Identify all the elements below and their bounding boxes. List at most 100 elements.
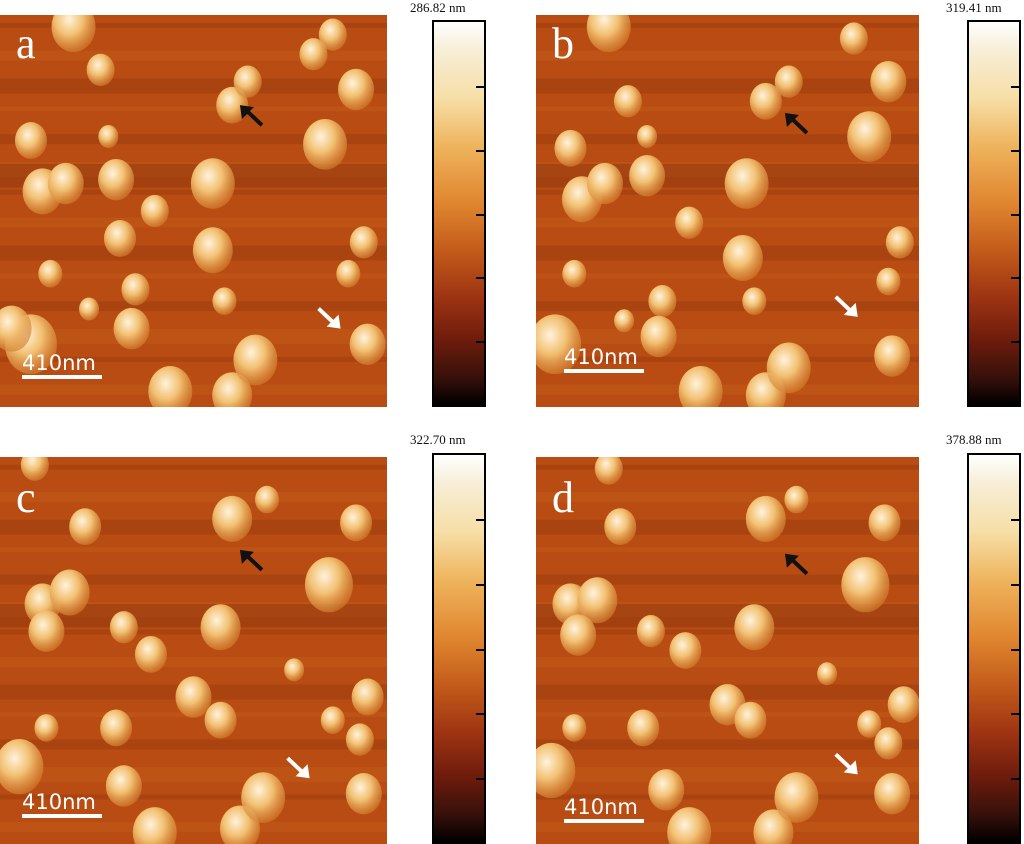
particle bbox=[175, 676, 212, 718]
particle bbox=[255, 485, 280, 514]
colorbar bbox=[432, 20, 486, 407]
white-arrow-icon bbox=[286, 756, 310, 779]
panel-letter: c bbox=[16, 473, 36, 522]
particle bbox=[841, 557, 890, 613]
colorbar-tick bbox=[476, 777, 484, 780]
particle bbox=[233, 65, 262, 98]
scan-streak bbox=[536, 328, 919, 344]
particle bbox=[49, 569, 90, 616]
colorbar-max-label: 286.82 nm bbox=[410, 0, 466, 15]
particle bbox=[613, 85, 642, 118]
colorbar-tick bbox=[1011, 777, 1019, 780]
colorbar-tick bbox=[476, 213, 484, 216]
colorbar-tick bbox=[476, 712, 484, 715]
colorbar-tick bbox=[1011, 85, 1019, 88]
particle bbox=[562, 259, 587, 288]
particle bbox=[560, 614, 597, 656]
particle bbox=[349, 323, 386, 365]
particle bbox=[212, 372, 253, 407]
particle bbox=[636, 615, 665, 648]
black-arrow-icon bbox=[239, 105, 264, 127]
particle bbox=[79, 297, 100, 321]
particle bbox=[212, 287, 237, 315]
colorbar-tick bbox=[1011, 341, 1019, 344]
scale-bar-label: 410nm bbox=[22, 351, 96, 375]
colorbar-tick bbox=[476, 277, 484, 280]
scale-bar: 410nm bbox=[564, 796, 644, 823]
scan-streak bbox=[0, 273, 387, 279]
afm-image bbox=[0, 457, 387, 844]
colorbar-tick bbox=[1011, 213, 1019, 216]
particle bbox=[98, 158, 135, 201]
colorbar-tick bbox=[1011, 519, 1019, 522]
particle bbox=[577, 577, 618, 624]
scan-streak bbox=[0, 629, 387, 635]
particle bbox=[192, 227, 233, 274]
scan-streak bbox=[536, 384, 919, 395]
particle bbox=[132, 807, 177, 844]
particle bbox=[0, 739, 44, 795]
scan-streak bbox=[0, 22, 387, 28]
scan-streak bbox=[536, 22, 919, 28]
particle bbox=[669, 632, 702, 669]
scan-streak bbox=[0, 217, 387, 228]
particle bbox=[870, 60, 907, 103]
colorbar bbox=[967, 453, 1021, 844]
scale-bar: 410nm bbox=[22, 352, 102, 379]
substrate bbox=[536, 457, 919, 844]
particle bbox=[105, 765, 142, 807]
particle bbox=[113, 307, 150, 350]
scan-streak bbox=[0, 794, 387, 800]
colorbar-tick bbox=[476, 341, 484, 344]
scan-streak bbox=[536, 547, 919, 553]
colorbar-tick bbox=[1011, 277, 1019, 280]
particle bbox=[734, 701, 767, 739]
particle bbox=[745, 495, 786, 542]
particle bbox=[140, 194, 169, 228]
particle bbox=[28, 610, 65, 652]
particle bbox=[303, 119, 348, 170]
panel-letter: a bbox=[16, 19, 36, 68]
particle bbox=[284, 658, 305, 682]
white-arrow-icon bbox=[317, 307, 341, 329]
particle bbox=[345, 723, 374, 756]
particle bbox=[233, 334, 278, 386]
particle bbox=[749, 82, 782, 120]
scan-streak bbox=[0, 519, 387, 535]
colorbar-tick bbox=[476, 149, 484, 152]
colorbar-max-label: 378.88 nm bbox=[946, 432, 1002, 447]
particle bbox=[868, 504, 901, 542]
dark-band bbox=[536, 604, 919, 628]
scan-streak bbox=[0, 356, 387, 362]
colorbar bbox=[432, 453, 486, 844]
particle bbox=[318, 18, 347, 51]
scan-streak bbox=[536, 106, 919, 112]
particle bbox=[724, 158, 769, 209]
colorbar-tick bbox=[1011, 149, 1019, 152]
particle bbox=[648, 285, 677, 318]
particle bbox=[204, 701, 237, 739]
substrate bbox=[0, 457, 387, 844]
scale-bar: 410nm bbox=[22, 791, 102, 818]
scale-bar-label: 410nm bbox=[564, 795, 638, 819]
scan-streak bbox=[0, 162, 387, 177]
particle bbox=[47, 162, 84, 205]
scan-streak bbox=[536, 134, 919, 145]
particle bbox=[885, 226, 914, 259]
scan-streak bbox=[536, 794, 919, 800]
scan-streak bbox=[536, 273, 919, 279]
particle bbox=[667, 807, 712, 844]
scale-bar: 410nm bbox=[564, 346, 644, 373]
particle bbox=[648, 769, 685, 811]
scan-streak bbox=[536, 629, 919, 635]
colorbar-tick bbox=[476, 519, 484, 522]
particle bbox=[121, 273, 150, 306]
colorbar-max-label: 322.70 nm bbox=[410, 432, 466, 447]
particle bbox=[20, 457, 49, 481]
scan-streak bbox=[0, 134, 387, 145]
white-arrow-icon bbox=[834, 295, 858, 317]
particle bbox=[874, 727, 903, 760]
particle bbox=[847, 111, 892, 162]
particle bbox=[212, 495, 253, 542]
scan-streak bbox=[536, 821, 919, 832]
